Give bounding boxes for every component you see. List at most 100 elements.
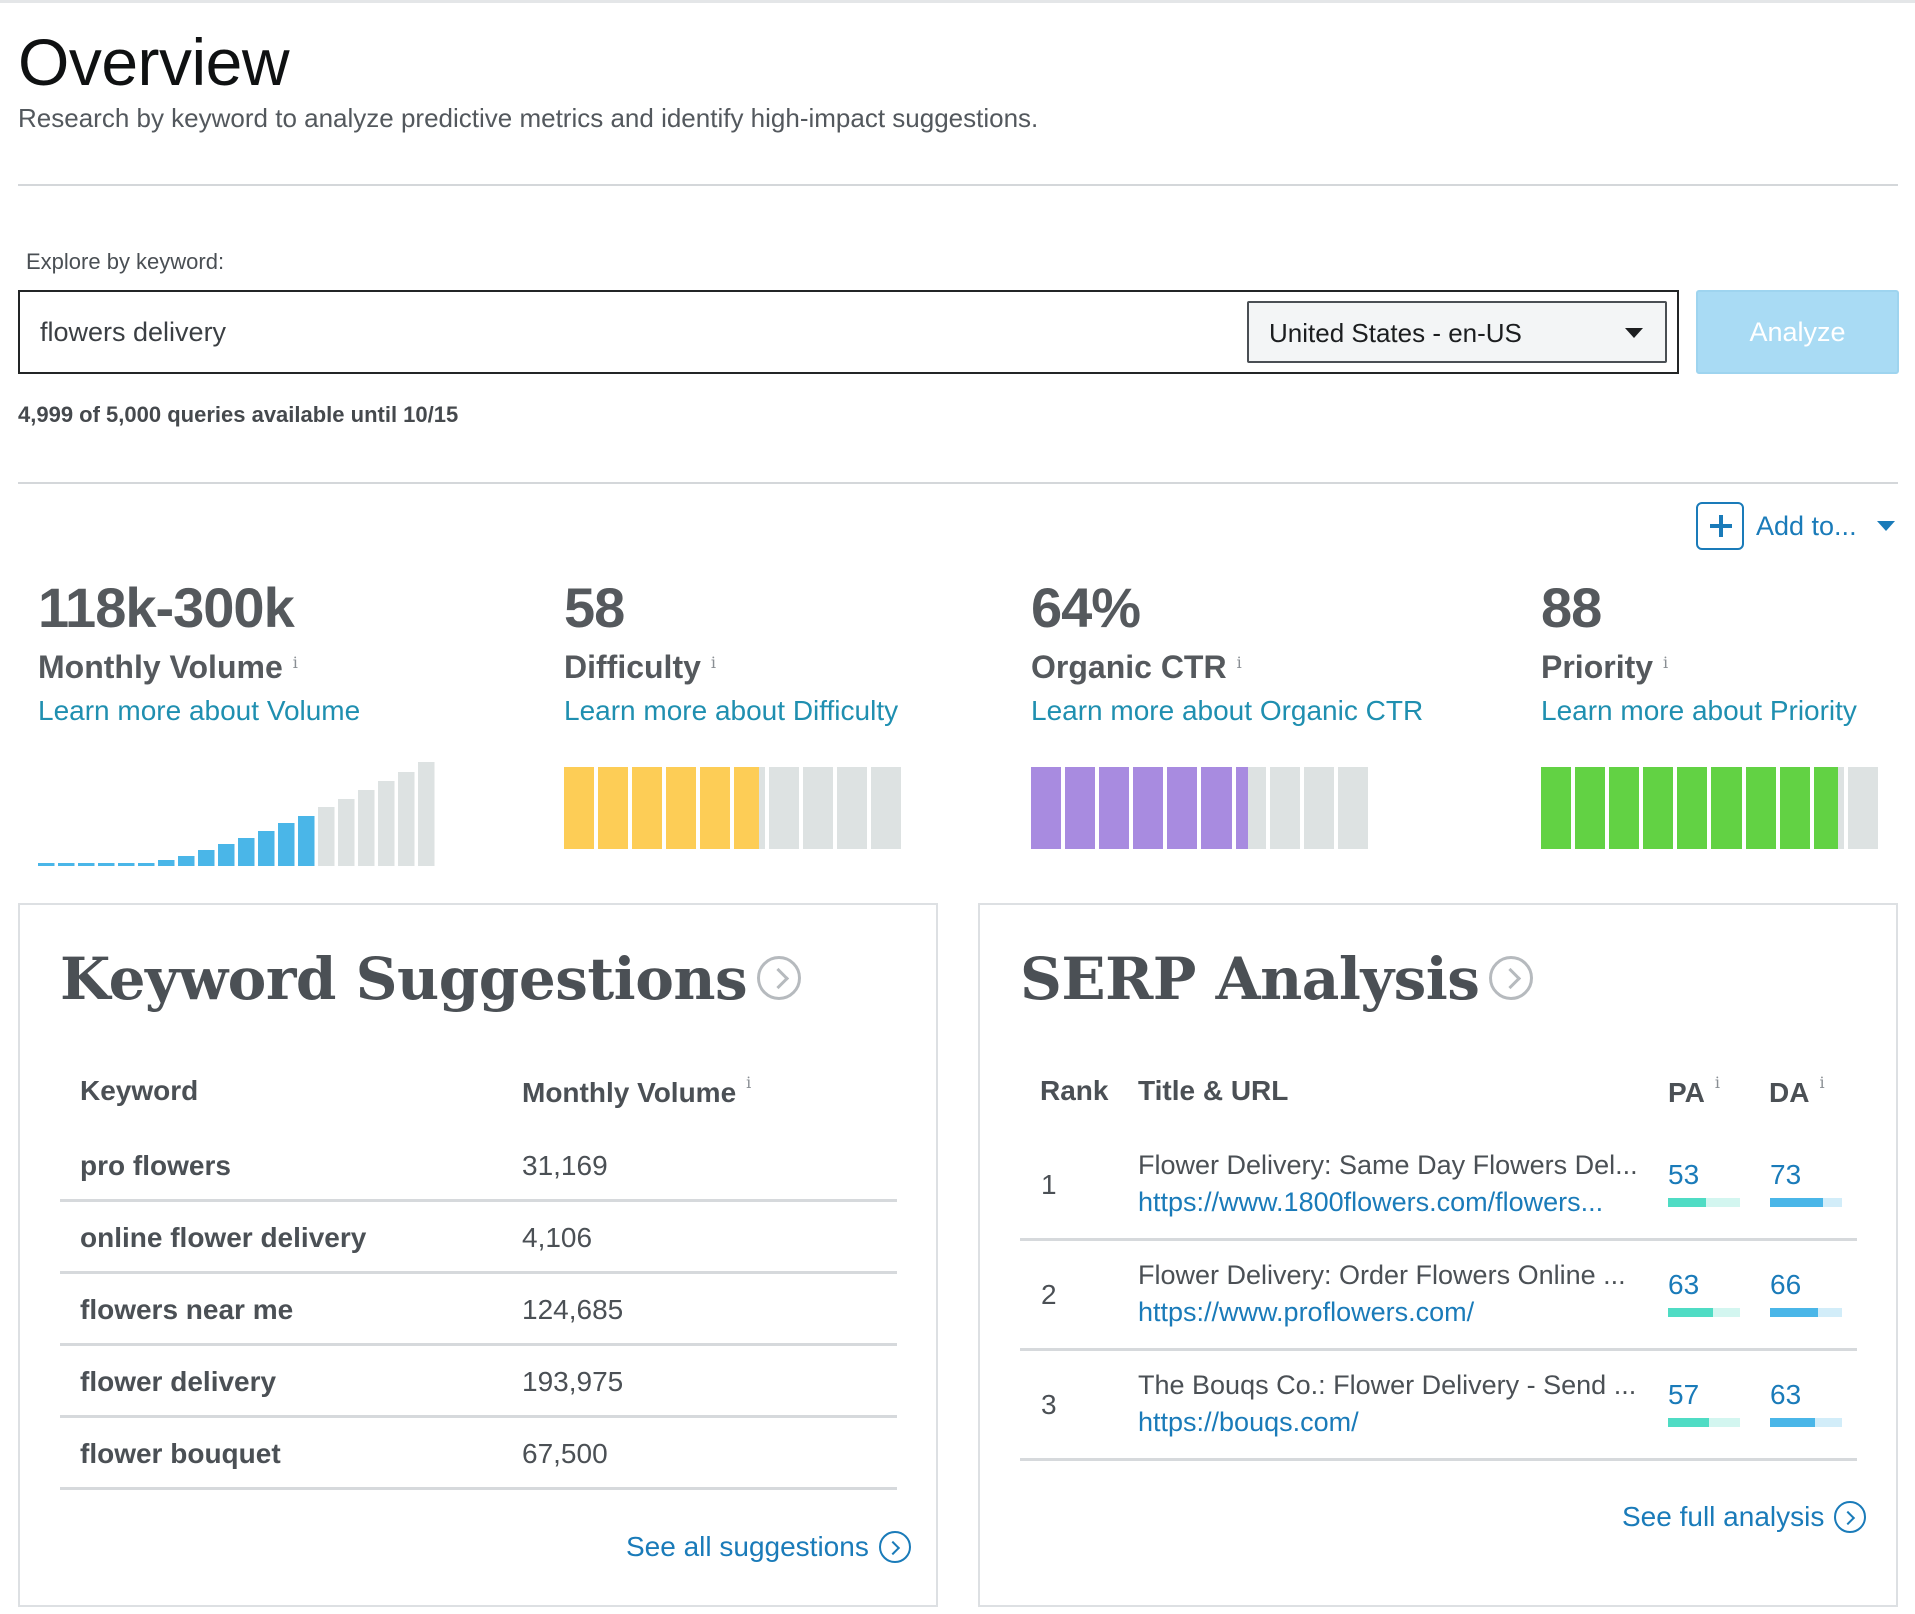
page-subtitle: Research by keyword to analyze predictiv… — [18, 103, 1039, 133]
volume-bar — [258, 831, 275, 866]
gauge-segment — [632, 767, 663, 849]
row-divider — [1020, 1458, 1857, 1461]
volume-bar — [78, 863, 95, 866]
add-to-button[interactable]: Add to... — [1696, 502, 1895, 550]
see-full-analysis-link[interactable]: See full analysis — [1622, 1501, 1867, 1533]
da-value: 63 — [1770, 1379, 1802, 1410]
difficulty-learn-more-link[interactable]: Learn more about Difficulty — [564, 695, 899, 726]
gauge-segment — [1575, 767, 1606, 849]
volume-bar — [218, 844, 235, 866]
keyword-input[interactable] — [40, 312, 1240, 352]
row-divider — [60, 1487, 897, 1490]
top-border — [0, 0, 1915, 3]
gauge-segment — [1609, 767, 1640, 849]
gauge-segment — [1269, 767, 1300, 849]
gauge-segment — [1337, 767, 1368, 849]
pa-score-fill — [1668, 1308, 1714, 1317]
pa-score-fill — [1668, 1418, 1710, 1427]
volume-bar — [338, 799, 355, 866]
add-to-label: Add to... — [1756, 510, 1857, 541]
chevron-right-circle-icon[interactable] — [1489, 956, 1534, 1000]
gauge-segment — [1235, 767, 1266, 849]
col-keyword-header: Keyword — [80, 1075, 199, 1106]
col-title-url-header: Title & URL — [1138, 1075, 1289, 1106]
info-icon[interactable]: i — [710, 653, 717, 672]
volume-label: Monthly Volume i — [38, 647, 458, 687]
search-divider — [18, 482, 1898, 484]
volume-cell: 31,169 — [522, 1150, 608, 1181]
da-score-bar — [1770, 1418, 1842, 1427]
result-url-link[interactable]: https://www.1800flowers.com/flowers... — [1138, 1187, 1604, 1217]
rank-cell: 2 — [1041, 1279, 1057, 1310]
locale-dropdown[interactable]: United States - en-US — [1247, 301, 1667, 363]
gauge-segment — [1201, 767, 1232, 849]
difficulty-value: 58 — [564, 576, 625, 639]
dropdown-caret-icon — [1625, 328, 1643, 338]
priority-gauge — [1541, 767, 1878, 849]
col-pa-header: PA i — [1668, 1073, 1720, 1108]
da-value: 73 — [1770, 1159, 1802, 1190]
row-divider — [60, 1343, 897, 1346]
info-icon[interactable]: i — [1236, 653, 1242, 672]
result-title: The Bouqs Co.: Flower Delivery - Send ..… — [1138, 1370, 1637, 1400]
gauge-segment — [1643, 767, 1674, 849]
gauge-segment — [1099, 767, 1130, 849]
gauge-segment — [564, 767, 595, 849]
explore-label: Explore by keyword: — [26, 249, 225, 274]
da-score-fill — [1770, 1418, 1816, 1427]
volume-bar — [238, 838, 255, 866]
keyword-cell: pro flowers — [80, 1150, 231, 1181]
volume-learn-more-link[interactable]: Learn more about Volume — [38, 695, 361, 726]
chevron-down-icon — [1876, 521, 1895, 531]
row-divider — [60, 1415, 897, 1418]
keyword-suggestions-title: Keyword Suggestions — [60, 945, 802, 1013]
col-da-header: DA i — [1769, 1073, 1825, 1108]
gauge-segment — [836, 767, 867, 849]
gauge-segment — [1031, 767, 1062, 849]
gauge-segment — [1065, 767, 1096, 849]
gauge-segment — [734, 767, 765, 849]
volume-bar — [278, 823, 295, 866]
gauge-segment — [1813, 767, 1844, 849]
info-icon[interactable]: i — [1714, 1073, 1720, 1092]
pa-score-bar — [1668, 1308, 1740, 1317]
volume-bar — [198, 850, 215, 866]
row-divider — [1020, 1348, 1857, 1351]
header-divider — [18, 184, 1898, 186]
volume-bar — [298, 816, 315, 866]
volume-bar — [178, 856, 195, 866]
plus-icon — [1696, 502, 1744, 550]
row-divider — [60, 1271, 897, 1274]
chevron-right-circle-icon[interactable] — [757, 956, 802, 1000]
rank-cell: 1 — [1041, 1169, 1057, 1200]
see-all-suggestions-link[interactable]: See all suggestions — [626, 1531, 911, 1563]
priority-label: Priority i — [1541, 647, 1915, 687]
row-divider — [1020, 1238, 1857, 1241]
result-url-link[interactable]: https://bouqs.com/ — [1138, 1407, 1359, 1437]
priority-learn-more-link[interactable]: Learn more about Priority — [1541, 695, 1857, 726]
keyword-cell: online flower delivery — [80, 1222, 367, 1253]
result-title: Flower Delivery: Order Flowers Online ..… — [1138, 1260, 1626, 1290]
ctr-value: 64% — [1031, 576, 1141, 639]
info-icon[interactable]: i — [1819, 1073, 1825, 1092]
volume-bar — [418, 762, 435, 866]
gauge-segment — [666, 767, 697, 849]
ctr-label: Organic CTR i — [1031, 647, 1451, 687]
ctr-learn-more-link[interactable]: Learn more about Organic CTR — [1031, 695, 1424, 726]
gauge-segment — [802, 767, 833, 849]
info-icon[interactable]: i — [1663, 653, 1669, 672]
info-icon[interactable]: i — [292, 653, 298, 672]
pa-score-bar — [1668, 1418, 1740, 1427]
pa-value: 57 — [1668, 1379, 1700, 1410]
gauge-segment — [1133, 767, 1164, 849]
info-icon[interactable]: i — [746, 1073, 752, 1092]
gauge-segment — [1677, 767, 1708, 849]
da-score-bar — [1770, 1308, 1842, 1317]
result-url-link[interactable]: https://www.proflowers.com/ — [1138, 1297, 1475, 1327]
metric-difficulty: 58 Difficulty i Learn more about Difficul… — [564, 575, 984, 729]
pa-score-bar — [1668, 1198, 1740, 1207]
volume-cell: 193,975 — [522, 1366, 624, 1397]
volume-cell: 4,106 — [522, 1222, 593, 1253]
gauge-segment — [1711, 767, 1742, 849]
analyze-button[interactable]: Analyze — [1696, 290, 1899, 374]
